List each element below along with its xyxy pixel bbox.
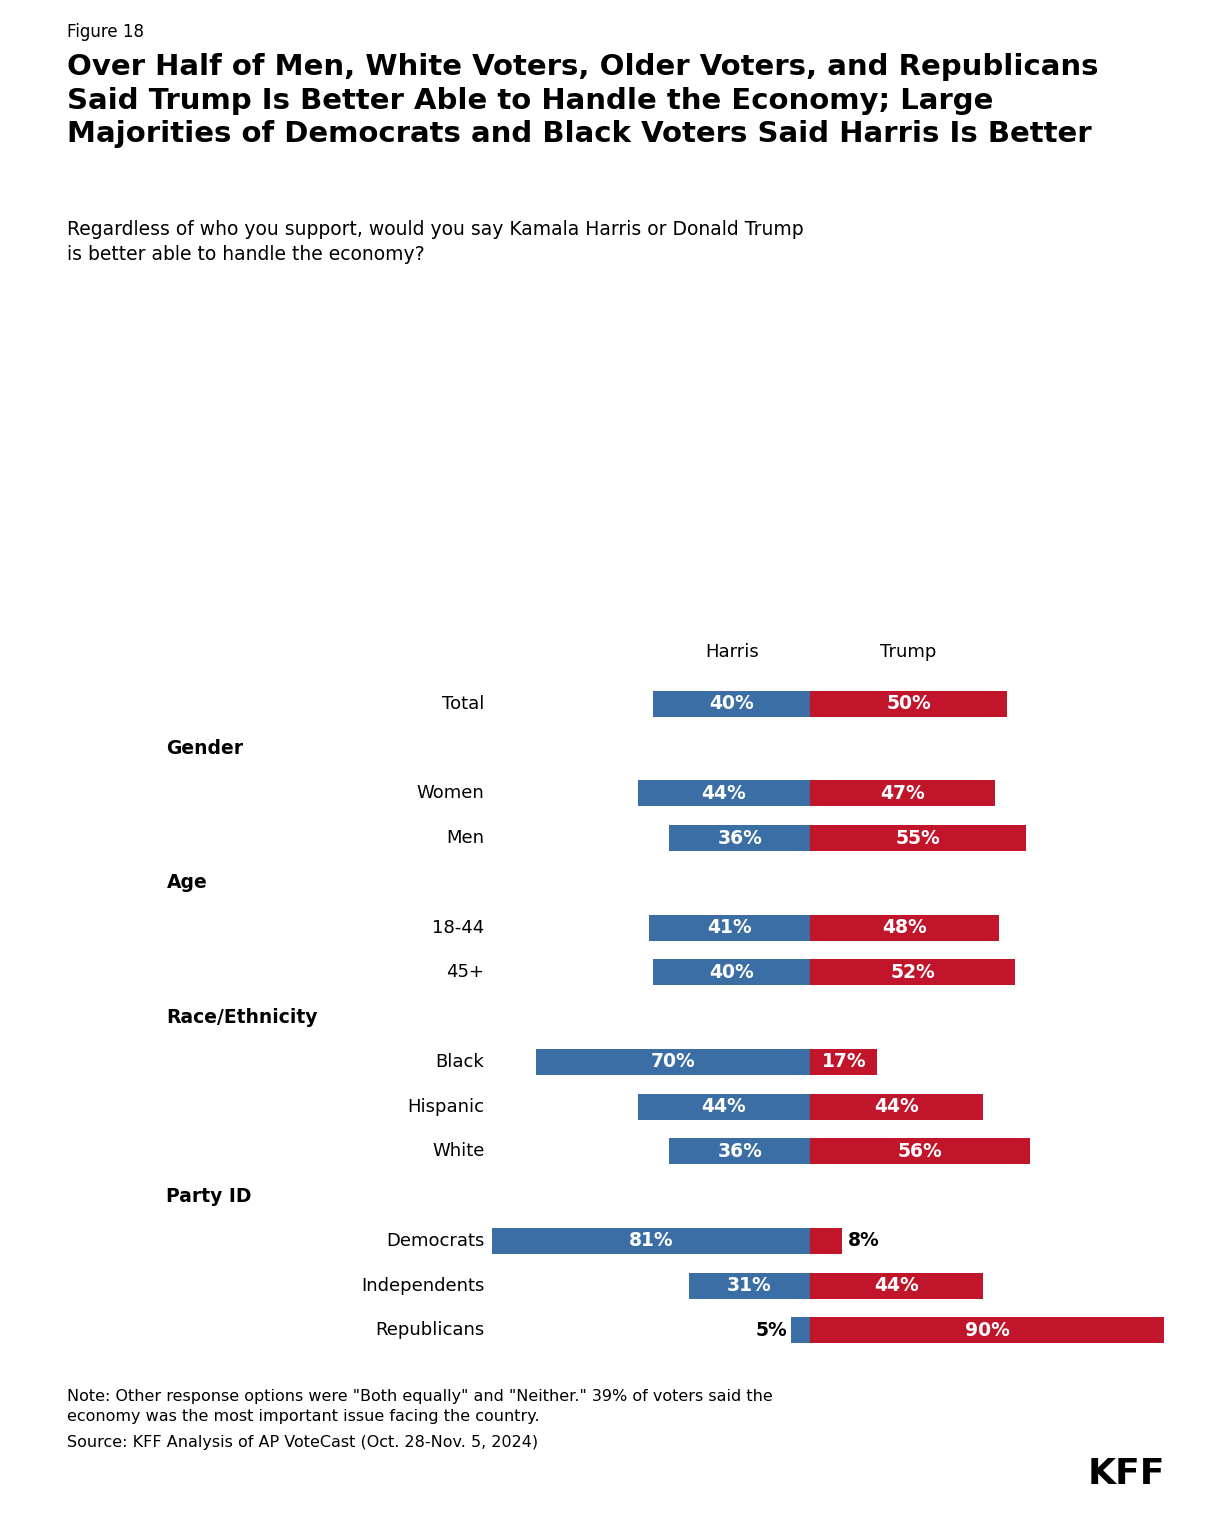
Text: 50%: 50% xyxy=(886,694,931,713)
Text: Independents: Independents xyxy=(361,1277,484,1295)
Bar xyxy=(810,1138,1030,1164)
Bar xyxy=(810,1049,877,1075)
Bar xyxy=(638,1093,810,1120)
Text: 41%: 41% xyxy=(708,918,753,937)
Text: Republicans: Republicans xyxy=(376,1321,484,1339)
Text: Black: Black xyxy=(436,1053,484,1070)
Bar xyxy=(791,1318,810,1343)
Text: 8%: 8% xyxy=(848,1231,880,1251)
Bar xyxy=(810,1228,842,1254)
Text: KFF: KFF xyxy=(1087,1457,1165,1491)
Bar xyxy=(638,780,810,806)
Text: 31%: 31% xyxy=(727,1277,772,1295)
Bar xyxy=(493,1228,810,1254)
Bar xyxy=(810,780,996,806)
Text: Party ID: Party ID xyxy=(166,1187,253,1205)
Text: 81%: 81% xyxy=(630,1231,673,1251)
Bar xyxy=(654,691,810,716)
Text: 90%: 90% xyxy=(965,1321,1009,1340)
Text: Age: Age xyxy=(166,873,207,893)
Text: Harris: Harris xyxy=(705,644,759,662)
Text: Figure 18: Figure 18 xyxy=(67,23,144,41)
Text: 5%: 5% xyxy=(755,1321,787,1340)
Text: Gender: Gender xyxy=(166,739,244,757)
Bar xyxy=(810,1093,983,1120)
Text: 40%: 40% xyxy=(710,962,754,982)
Text: 47%: 47% xyxy=(881,783,925,803)
Text: 44%: 44% xyxy=(702,783,747,803)
Text: Regardless of who you support, would you say Kamala Harris or Donald Trump
is be: Regardless of who you support, would you… xyxy=(67,220,804,264)
Text: Over Half of Men, White Voters, Older Voters, and Republicans
Said Trump Is Bett: Over Half of Men, White Voters, Older Vo… xyxy=(67,53,1098,149)
Text: Women: Women xyxy=(417,785,484,802)
Bar xyxy=(810,826,1026,852)
Text: Trump: Trump xyxy=(881,644,937,662)
Text: Note: Other response options were "Both equally" and "Neither." 39% of voters sa: Note: Other response options were "Both … xyxy=(67,1389,772,1424)
Text: 36%: 36% xyxy=(717,829,762,847)
Text: 44%: 44% xyxy=(702,1098,747,1116)
Bar xyxy=(669,826,810,852)
Text: Total: Total xyxy=(442,695,484,713)
Bar xyxy=(810,914,999,941)
Text: 70%: 70% xyxy=(650,1052,695,1072)
Text: 45+: 45+ xyxy=(447,964,484,981)
Text: 44%: 44% xyxy=(875,1277,919,1295)
Bar xyxy=(810,1318,1164,1343)
Text: Hispanic: Hispanic xyxy=(407,1098,484,1116)
Text: 18-44: 18-44 xyxy=(432,918,484,937)
Bar xyxy=(810,1272,983,1298)
Text: Democrats: Democrats xyxy=(386,1233,484,1249)
Text: 44%: 44% xyxy=(875,1098,919,1116)
Text: White: White xyxy=(432,1143,484,1160)
Text: 40%: 40% xyxy=(710,694,754,713)
Text: 55%: 55% xyxy=(895,829,941,847)
Bar xyxy=(669,1138,810,1164)
Text: 17%: 17% xyxy=(821,1052,866,1072)
Bar xyxy=(654,959,810,985)
Bar xyxy=(810,691,1006,716)
Text: 48%: 48% xyxy=(882,918,927,937)
Text: Men: Men xyxy=(447,829,484,847)
Text: 36%: 36% xyxy=(717,1142,762,1161)
Bar xyxy=(536,1049,810,1075)
Bar xyxy=(649,914,810,941)
Text: 56%: 56% xyxy=(898,1142,943,1161)
Text: Race/Ethnicity: Race/Ethnicity xyxy=(166,1008,318,1026)
Text: 52%: 52% xyxy=(891,962,935,982)
Bar xyxy=(810,959,1015,985)
Text: Source: KFF Analysis of AP VoteCast (Oct. 28-Nov. 5, 2024): Source: KFF Analysis of AP VoteCast (Oct… xyxy=(67,1435,538,1450)
Bar xyxy=(688,1272,810,1298)
